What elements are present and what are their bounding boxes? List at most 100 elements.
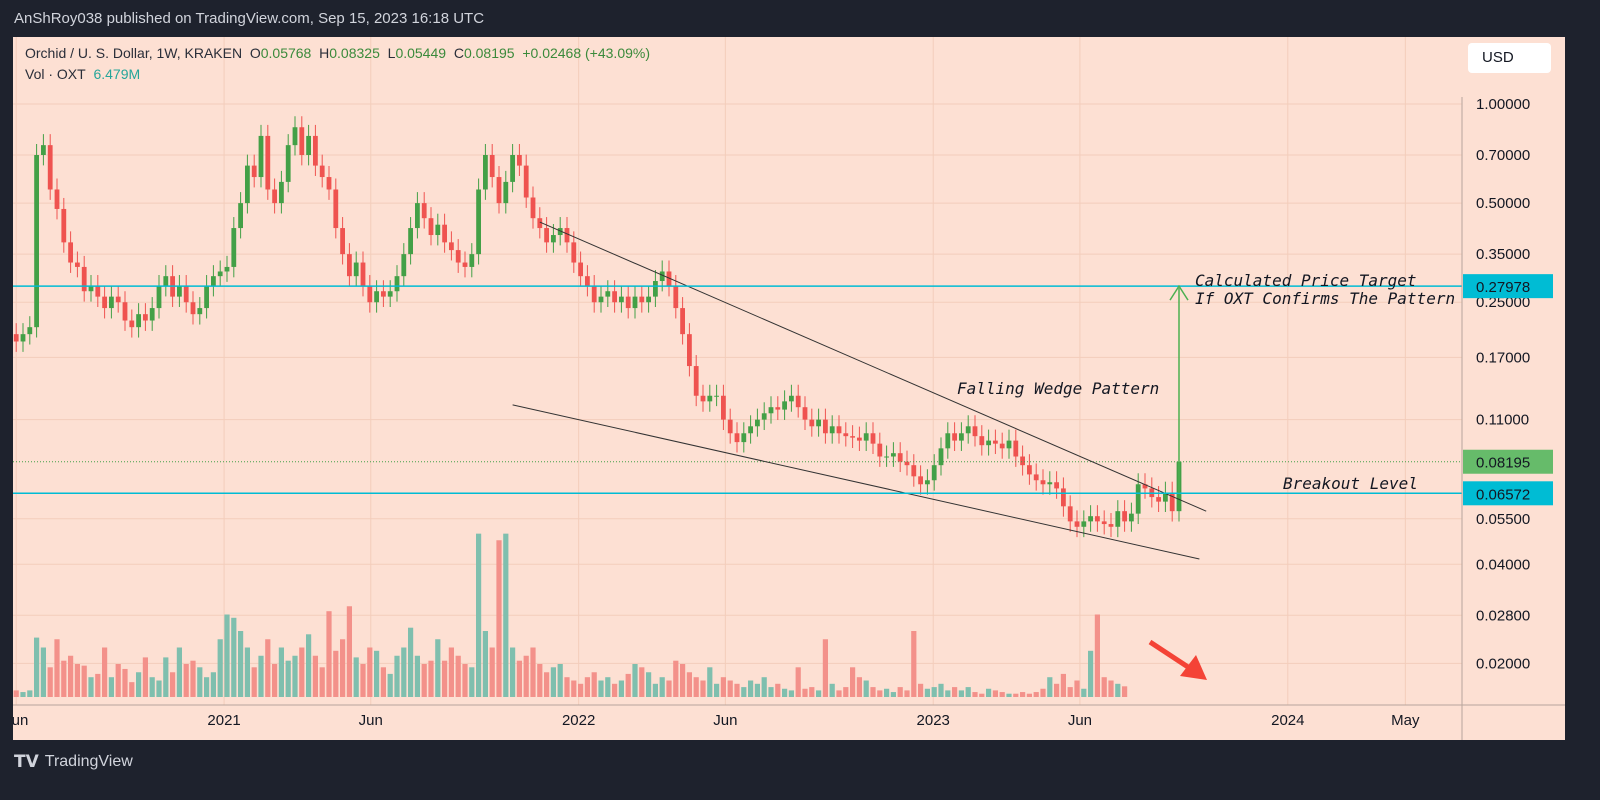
candle-body: [544, 228, 549, 243]
volume-bar: [1081, 688, 1087, 697]
volume-bar: [95, 673, 101, 697]
volume-bar: [714, 683, 720, 697]
candle-body: [408, 228, 413, 255]
volume-bar: [523, 655, 529, 697]
candle-body: [211, 276, 216, 287]
candle-body: [61, 208, 67, 243]
volume-bar: [802, 688, 808, 697]
volume-bar: [612, 683, 618, 697]
footer-brand: TradingView: [44, 753, 133, 770]
candle-body: [993, 440, 998, 444]
candle-body: [374, 291, 379, 303]
volume-bar: [1094, 614, 1100, 697]
close-value: 0.08195: [463, 45, 515, 61]
volume-bar: [1108, 680, 1114, 697]
volume-bar: [1013, 693, 1019, 697]
candle-body: [503, 181, 509, 204]
candle-body: [143, 314, 148, 321]
volume-bar: [822, 639, 828, 697]
price-tick-label: 0.70000: [1476, 147, 1530, 164]
candle-body: [945, 433, 951, 449]
target-arrow-head-icon: [1169, 284, 1189, 301]
candle-body: [687, 334, 692, 367]
candle-body: [911, 465, 917, 477]
volume-bar: [625, 673, 631, 697]
red-arrow-head-icon: [1180, 655, 1207, 680]
volume-bar: [571, 680, 577, 697]
candle-body: [428, 218, 434, 236]
level-price-badge-text: 0.06572: [1476, 486, 1530, 503]
candle-body: [190, 302, 196, 315]
price-chart[interactable]: Falling Wedge Pattern Calculated Price Ta…: [13, 37, 1565, 740]
candle-body: [272, 189, 277, 204]
volume-bar: [442, 660, 448, 697]
candle-body: [721, 395, 726, 420]
tradingview-logo-icon: 𝗧𝗩: [14, 752, 39, 771]
candle-body: [313, 135, 318, 166]
volume-bar: [299, 647, 305, 697]
low-value: 0.05449: [395, 45, 447, 61]
candle-body: [1115, 511, 1121, 527]
candle-body: [836, 426, 842, 434]
candle-body: [102, 296, 107, 309]
volume-bar: [176, 647, 182, 697]
price-tick-label: 0.35000: [1476, 246, 1530, 263]
volume-bar: [727, 680, 733, 697]
candle-body: [1101, 521, 1107, 525]
candle-body: [1047, 482, 1053, 485]
volume-bar: [27, 690, 33, 697]
candle-body: [952, 433, 957, 441]
candle-body: [306, 135, 311, 156]
red-arrow-shaft: [1148, 639, 1190, 670]
volume-bar: [870, 687, 876, 697]
volume-bar: [190, 660, 196, 697]
volume-bar: [278, 647, 284, 697]
candle-body: [1067, 506, 1073, 522]
candle-body: [75, 262, 80, 267]
candle-body: [347, 254, 352, 277]
candle-body: [965, 426, 971, 434]
volume-bar: [224, 614, 230, 697]
candle-body: [476, 189, 481, 255]
volume-bar: [537, 664, 543, 697]
chart-panel[interactable]: Falling Wedge Pattern Calculated Price Ta…: [13, 37, 1565, 740]
candle-body: [183, 286, 189, 303]
volume-bar: [659, 677, 665, 697]
candle-body: [27, 327, 33, 335]
candle-body: [177, 286, 182, 297]
candle-body: [680, 308, 685, 335]
volume-bar: [632, 664, 638, 697]
currency-button[interactable]: USD: [1468, 43, 1551, 73]
volume-bar: [965, 687, 971, 697]
volume-bar: [856, 677, 862, 697]
candle-body: [904, 461, 910, 466]
volume-bar: [1026, 693, 1032, 697]
candle-body: [333, 189, 339, 229]
volume-bar: [748, 680, 754, 697]
volume-bar: [918, 683, 924, 697]
volume-bar: [605, 677, 611, 697]
volume-bar: [884, 688, 890, 697]
volume-bar: [469, 667, 475, 697]
volume-bar: [217, 639, 223, 697]
volume-bar: [1040, 688, 1046, 697]
candle-body: [258, 135, 264, 178]
volume-bar: [163, 657, 169, 697]
volume-bar: [584, 677, 590, 697]
candle-body: [884, 456, 889, 458]
volume-bar: [618, 680, 624, 697]
candle-body: [265, 135, 271, 190]
volume-bar: [550, 667, 556, 697]
candle-body: [129, 320, 135, 328]
candle-body: [1074, 521, 1080, 527]
candle-body: [224, 266, 230, 272]
price-tick-label: 0.25000: [1476, 294, 1530, 311]
candle-body: [816, 419, 821, 427]
volume-bar: [1006, 693, 1012, 697]
volume-bar: [414, 655, 420, 697]
price-target-label-2: If OXT Confirms The Pattern: [1195, 289, 1455, 308]
volume-bar: [768, 687, 774, 697]
volume-bar: [231, 617, 237, 697]
candle-body: [462, 262, 468, 267]
wedge-trendline: [512, 404, 1200, 560]
